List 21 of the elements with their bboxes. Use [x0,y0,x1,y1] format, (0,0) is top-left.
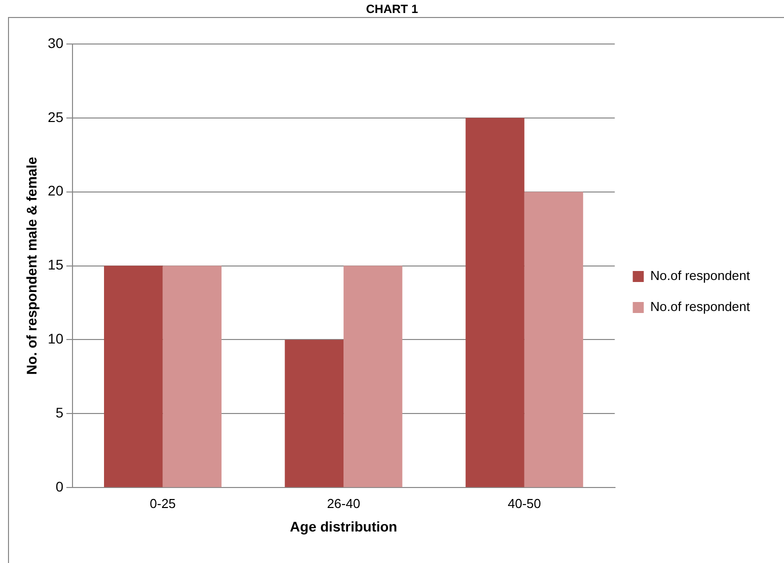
bar [466,118,524,488]
bar [524,192,584,488]
bar [284,340,344,488]
bar [162,266,222,488]
bar [104,266,163,488]
y-tick-label: 0 [56,478,64,494]
legend-label: No.of respondent [650,299,750,314]
x-axis-title: Age distribution [290,518,398,534]
y-tick-label: 20 [48,182,64,199]
y-tick-label: 5 [56,404,64,421]
x-tick-label: 26-40 [326,496,360,511]
chart-title: CHART 1 [364,2,419,16]
y-tick-label: 30 [48,34,64,51]
y-tick-label: 10 [48,330,64,347]
y-tick-label: 15 [48,256,64,273]
bar [344,266,402,488]
y-tick-label: 25 [48,108,64,125]
x-tick-label: 0-25 [150,496,176,511]
y-axis-title: No. of respondent male & female [23,156,40,375]
x-tick-label: 40-50 [508,496,541,511]
legend-label: No.of respondent [650,268,750,284]
